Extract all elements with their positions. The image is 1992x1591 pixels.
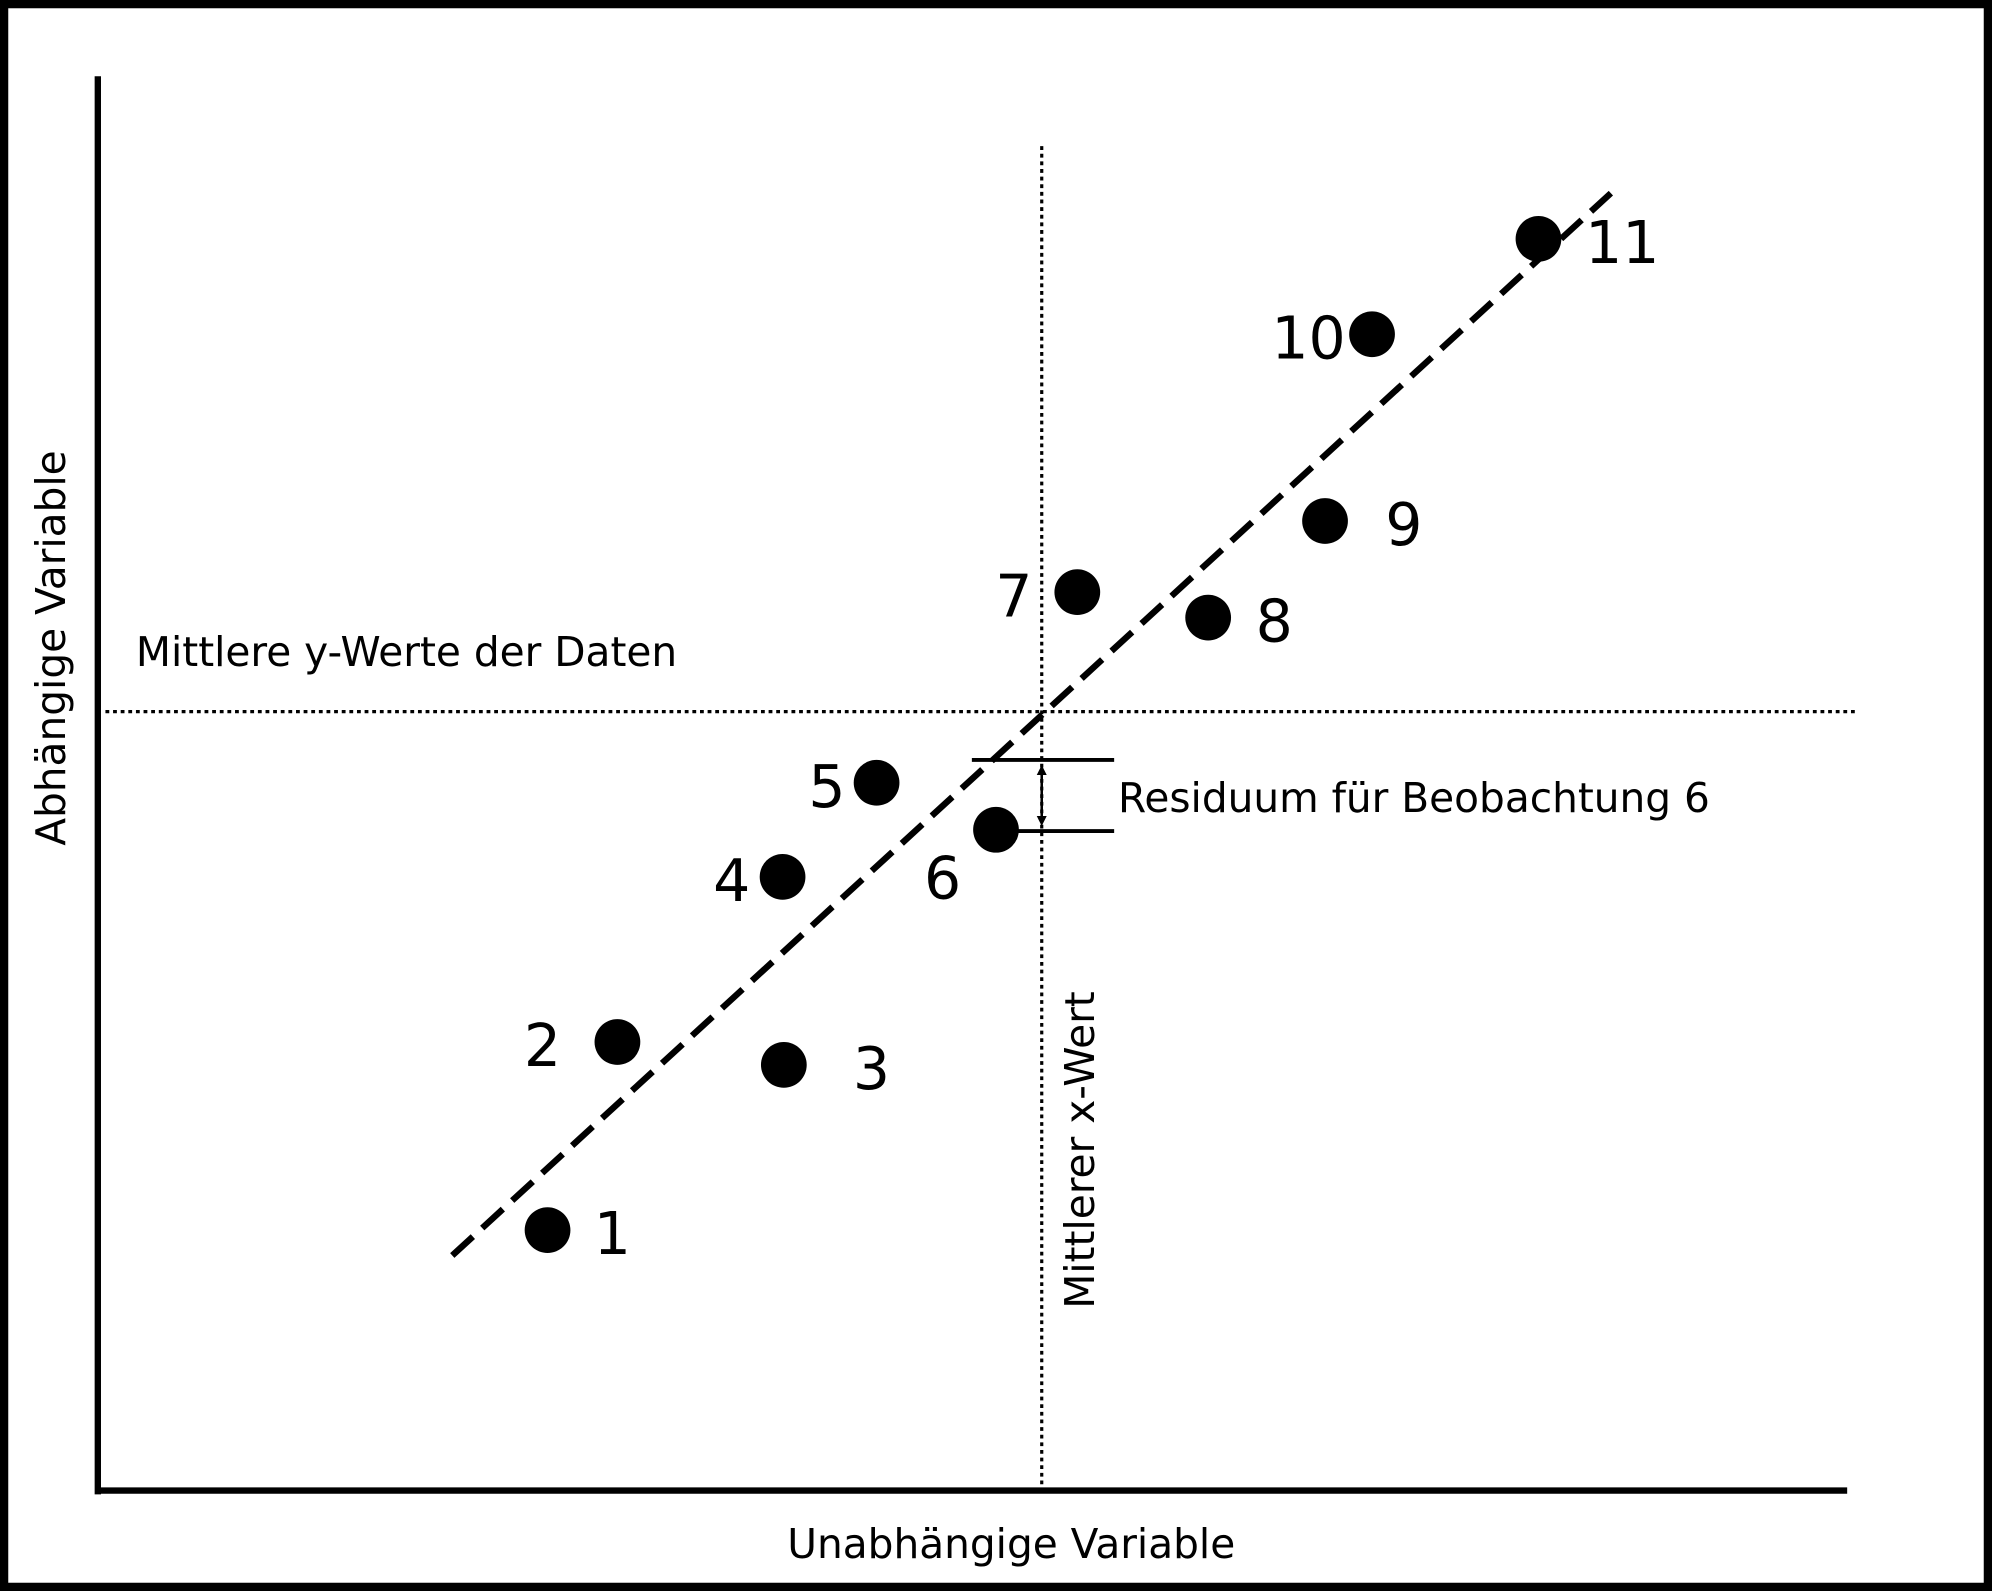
data-point [524, 1207, 571, 1253]
mean-x-label: Mittlerer x-Wert [1056, 991, 1104, 1309]
point-label: 1 [594, 1200, 631, 1268]
mean-y-label: Mittlere y-Werte der Daten [136, 628, 677, 676]
data-point [760, 1042, 807, 1088]
point-label: 4 [713, 847, 750, 915]
point-label: 10 [1271, 304, 1345, 372]
points: 1 2 3 45 6 7 8 9 10 11 [524, 209, 1660, 1268]
data-point [1302, 498, 1348, 544]
data-point [1054, 569, 1101, 616]
point-label: 8 [1256, 588, 1293, 656]
point-label: 3 [853, 1035, 890, 1103]
data-point [973, 806, 1019, 853]
point-label: 5 [808, 753, 845, 821]
residual-label: Residuum für Beobachtung 6 [1118, 774, 1710, 822]
data-point [1349, 311, 1395, 358]
data-point [759, 853, 806, 900]
regression-line [450, 190, 1614, 1258]
point-label: 6 [924, 844, 961, 912]
point-label: 2 [524, 1012, 561, 1080]
point-label: 7 [995, 562, 1032, 630]
y-axis-label: Abhängige Variable [27, 450, 75, 845]
x-axis-label: Unabhängige Variable [787, 1520, 1235, 1568]
point-label: 11 [1585, 209, 1659, 277]
data-point [1185, 594, 1232, 641]
data-point [853, 759, 900, 806]
data-point [594, 1019, 641, 1065]
point-label: 9 [1385, 491, 1422, 559]
data-point [1515, 216, 1562, 262]
